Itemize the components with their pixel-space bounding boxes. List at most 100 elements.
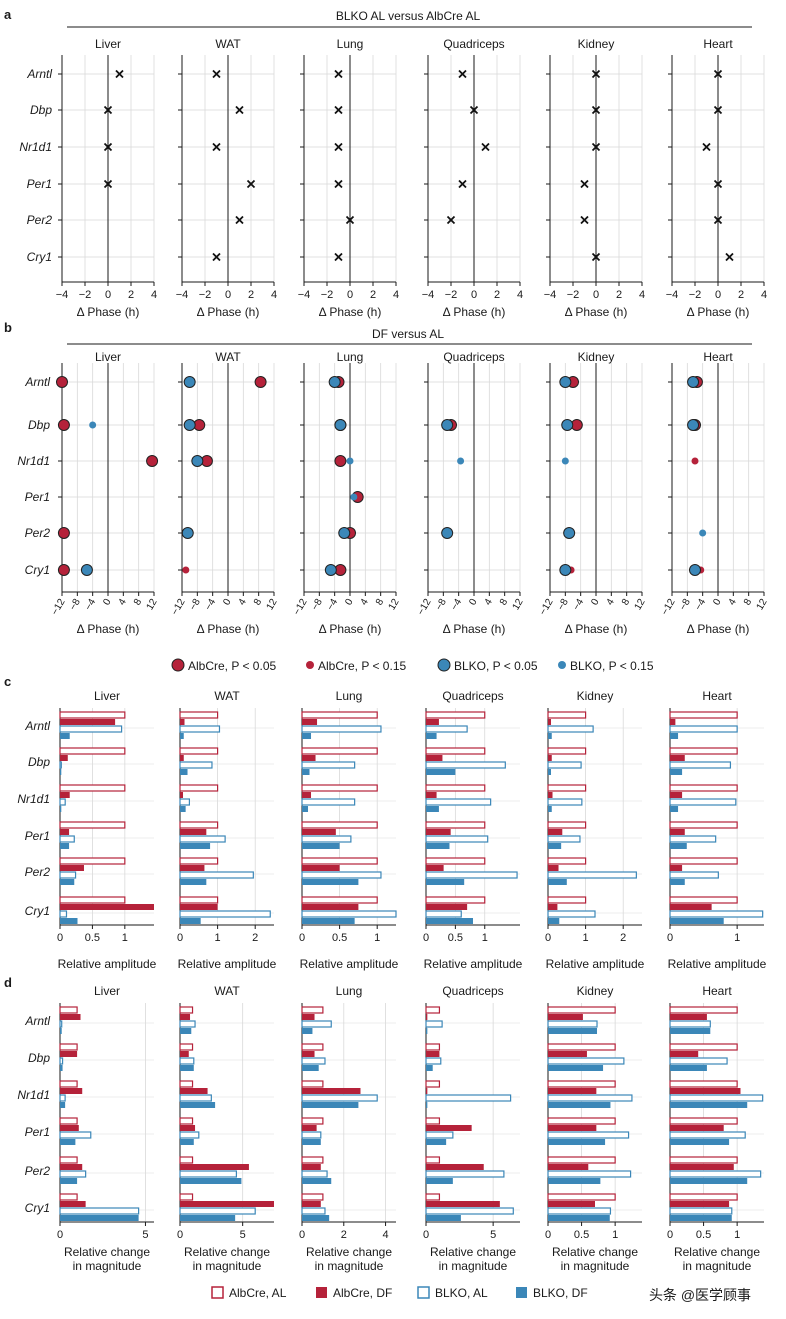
panel-b-title-quadriceps: Quadriceps: [443, 350, 504, 364]
bar-albcre-df-per1: [426, 829, 451, 835]
bar-blko-df-per1: [60, 1139, 76, 1145]
x-tick-label: 4: [393, 289, 399, 301]
bar-blko-df-dbp: [180, 1065, 194, 1071]
x-tick-label: 4: [761, 289, 767, 301]
bar-albcre-df-dbp: [548, 1051, 587, 1057]
x-tick-label: −4: [571, 597, 586, 613]
bar-blko-df-cry1: [548, 1215, 610, 1221]
bar-albcre-al-cry1: [301, 896, 378, 904]
x-tick-label: 1: [374, 932, 380, 944]
bar-albcre-df-per1: [548, 1125, 597, 1131]
bar-albcre-df-per2: [548, 865, 559, 871]
bar-blko-df-per1: [670, 1139, 730, 1145]
bar-blko-df-nr1d1: [426, 1102, 428, 1108]
bar-blko-df-per1: [302, 843, 340, 849]
panel-a-header: BLKO AL versus AlbCre AL: [336, 9, 481, 23]
bar-albcre-df-per2: [670, 1164, 734, 1170]
bar-blko-df-nr1d1: [180, 806, 186, 812]
x-tick-label: 4: [117, 597, 130, 608]
x-tick-label: −8: [434, 597, 449, 613]
x-tick-label: −4: [56, 289, 69, 301]
data-point-arntl: [115, 69, 124, 79]
bar-albcre-al-per1: [59, 1117, 78, 1125]
bar-albcre-df-nr1d1: [60, 1088, 83, 1094]
bar-blko-df-dbp: [60, 769, 62, 775]
bar-blko-df-cry1: [180, 918, 201, 924]
bar-blko-al-arntl: [59, 725, 123, 733]
panel-b-wat: WAT −12 −8 −4 0 4 8 12 Δ Phase (h): [170, 350, 280, 636]
bar-albcre-al-per2: [669, 1156, 738, 1164]
panelD-title-liver: Liver: [94, 984, 120, 998]
bar-blko-al-cry1: [669, 1207, 733, 1215]
bar-albcre-al-per2: [301, 1156, 324, 1164]
bar-blko-df-cry1: [180, 1215, 236, 1221]
bar-albcre-df-arntl: [548, 1014, 583, 1020]
bar-blko-df-per2: [302, 1178, 332, 1184]
bar-blko-al-arntl: [547, 1020, 598, 1028]
legend-albcre-df-swatch: [316, 1287, 327, 1298]
panel-a-title-lung: Lung: [337, 37, 364, 51]
bar-albcre-al-arntl: [59, 711, 126, 719]
bar-blko-al-per2: [669, 1170, 762, 1178]
x-tick-label: −4: [83, 597, 98, 613]
bar-blko-al-nr1d1: [59, 798, 66, 806]
bar-albcre-df-cry1: [302, 904, 359, 910]
x-axis-label: Δ Phase (h): [77, 305, 140, 319]
data-point-dbp: [591, 105, 601, 115]
data-point-per2: [446, 215, 456, 225]
bar-albcre-al-nr1d1: [59, 1080, 78, 1088]
panel-a-title-kidney: Kidney: [578, 37, 615, 51]
x-axis-label: Δ Phase (h): [443, 305, 506, 319]
bar-albcre-al-dbp: [547, 747, 587, 755]
bar-albcre-df-nr1d1: [302, 792, 312, 798]
data-point-per1: [246, 179, 256, 189]
bar-blko-al-nr1d1: [547, 798, 583, 806]
x-tick-label: 0: [471, 289, 477, 301]
bar-blko-al-per2: [301, 1170, 328, 1178]
bar-albcre-al-per1: [301, 821, 378, 829]
legend-albcre-strong-marker: [171, 658, 185, 672]
gene-label-arntl: Arntl: [24, 719, 50, 733]
bar-albcre-df-dbp: [60, 755, 68, 761]
bar-blko-al-cry1: [59, 1207, 140, 1215]
bar-albcre-al-arntl: [547, 711, 587, 719]
bar-albcre-al-dbp: [59, 1043, 78, 1051]
bar-blko-df-arntl: [426, 733, 437, 739]
x-tick-label: −8: [188, 597, 203, 613]
bar-albcre-df-arntl: [548, 719, 552, 725]
data-point-per1: [580, 179, 589, 189]
bar-albcre-df-per2: [426, 865, 444, 871]
bar-blko-al-arntl: [179, 1020, 196, 1028]
bar-blko-df-dbp: [60, 1065, 63, 1071]
x-axis-label-line2: in magnitude: [561, 1259, 630, 1273]
bar-albcre-al-arntl: [669, 711, 738, 719]
x-tick-label: 0: [589, 597, 602, 608]
gene-label-per1: Per1: [25, 1125, 50, 1139]
bar-blko-al-arntl: [547, 725, 594, 733]
panel-a-quadriceps: Quadriceps −4 −2 0 2 4 Δ Phase (h): [422, 37, 523, 319]
x-tick-label: 2: [341, 1229, 347, 1241]
x-tick-label: 2: [738, 289, 744, 301]
x-tick-label: 0: [545, 1229, 551, 1241]
gene-label-cry1: Cry1: [25, 563, 50, 577]
x-axis-label-line2: in magnitude: [73, 1259, 142, 1273]
bar-albcre-al-per1: [179, 1117, 194, 1125]
gene-label-per2: Per2: [25, 865, 51, 879]
bar-blko-al-dbp: [179, 761, 213, 769]
panel-b-header: DF versus AL: [372, 327, 444, 341]
data-point-blko-dbp: [334, 419, 347, 431]
bar-blko-df-per2: [302, 879, 359, 885]
gene-label-per1: Per1: [27, 177, 52, 191]
bar-blko-al-cry1: [179, 1207, 256, 1215]
x-tick-label: −4: [449, 597, 464, 613]
bar-albcre-al-per2: [301, 857, 378, 865]
x-tick-label: −12: [416, 597, 434, 618]
bar-albcre-al-nr1d1: [547, 1080, 616, 1088]
data-point-per1: [458, 179, 467, 189]
x-tick-label: 0: [715, 289, 721, 301]
bar-blko-al-per2: [425, 1170, 505, 1178]
bar-albcre-al-dbp: [425, 1043, 441, 1051]
bar-albcre-df-cry1: [60, 904, 154, 910]
bar-blko-df-per2: [426, 879, 465, 885]
